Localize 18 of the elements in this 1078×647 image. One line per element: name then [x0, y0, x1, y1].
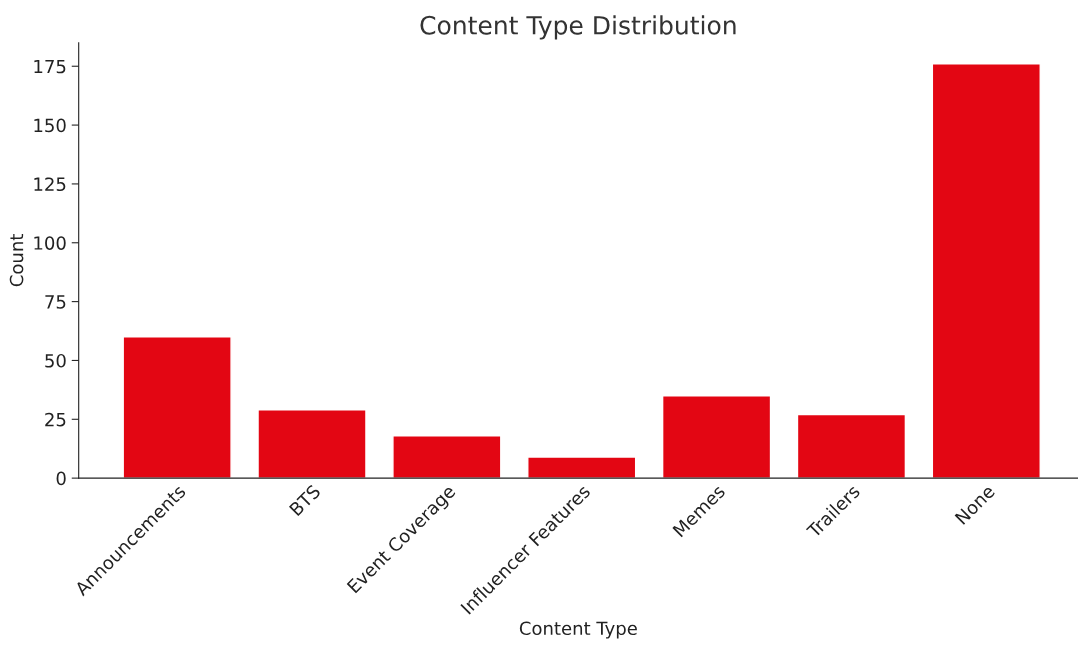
- y-tick-label: 150: [34, 118, 66, 133]
- y-tick-label: 125: [34, 177, 66, 192]
- bar: [527, 456, 637, 479]
- y-tick-label: 25: [45, 412, 66, 427]
- x-axis-title: Content Type: [519, 621, 637, 639]
- bar: [392, 435, 502, 479]
- bar: [257, 409, 367, 479]
- y-tick-label: 175: [34, 59, 66, 74]
- chart-title: Content Type Distribution: [420, 15, 736, 40]
- bar: [931, 63, 1041, 479]
- y-tick-label: 50: [45, 353, 66, 368]
- bar: [122, 336, 232, 479]
- bar: [796, 413, 907, 479]
- y-tick-label: 100: [34, 236, 66, 250]
- y-tick-label: 75: [45, 295, 66, 309]
- bar: [661, 395, 772, 479]
- y-tick-label: 0: [56, 471, 66, 486]
- y-axis-title: Count: [9, 234, 24, 287]
